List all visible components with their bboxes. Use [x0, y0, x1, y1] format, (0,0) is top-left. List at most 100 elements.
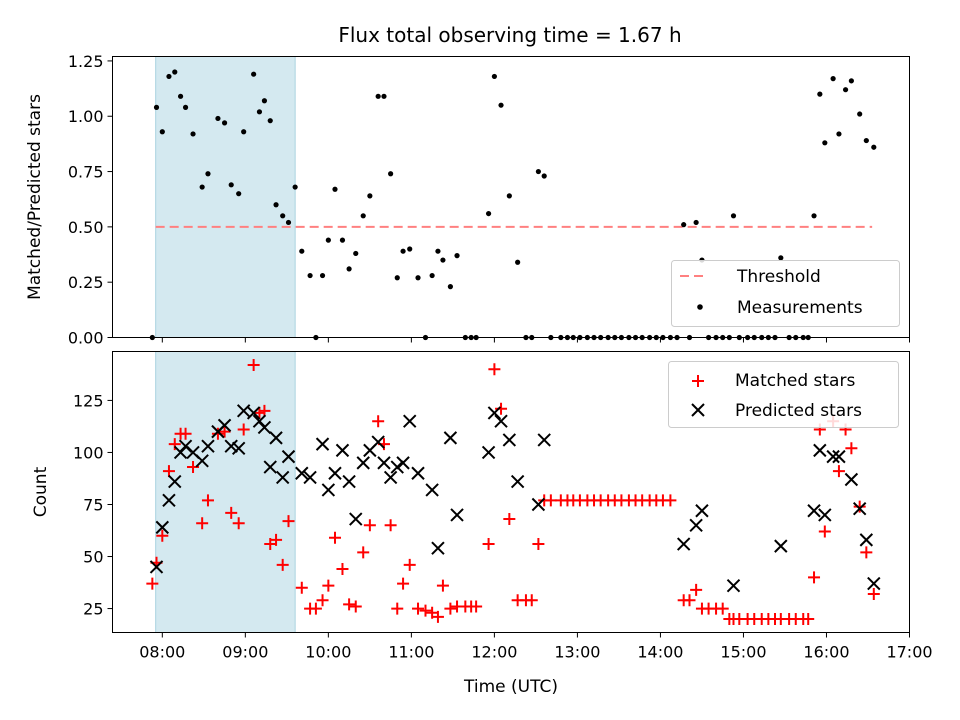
matched-stars-point [162, 465, 175, 478]
predicted-stars-point [149, 560, 164, 574]
matched-stars-point [316, 594, 329, 607]
measurement-point [454, 253, 460, 259]
top-y-tick-label: 1.25 [68, 52, 104, 71]
predicted-stars-point [813, 443, 827, 458]
predicted-stars-point [510, 474, 525, 489]
measurement-point [541, 173, 547, 179]
measurement-point [440, 257, 446, 263]
measurement-point [166, 73, 172, 80]
bottom-y-axis-label: Count [31, 466, 51, 517]
predicted-stars-point [826, 449, 840, 464]
top-y-tick-label: 0.75 [68, 163, 104, 182]
measurement-point [236, 191, 242, 197]
predicted-stars-point [818, 508, 832, 522]
legend-matched-label: Matched stars [735, 371, 855, 391]
top-shaded-region [155, 56, 296, 338]
top-legend: Threshold Measurements [671, 260, 900, 327]
measurement-point [182, 104, 189, 110]
x-tick-label: 08:00 [139, 643, 185, 662]
measurement-point [848, 78, 854, 84]
measurement-point [360, 213, 366, 219]
predicted-stars-point [531, 497, 546, 512]
measurement-point [485, 210, 492, 217]
predicted-stars-point [403, 414, 417, 428]
matched-stars-point [832, 465, 845, 478]
top-panel: 0.00 0.25 0.50 0.75 1.00 1.25 Matched/Predict… [25, 52, 910, 348]
bottom-shaded-region [155, 351, 296, 633]
measurement-point [535, 168, 541, 175]
predicted-stars-point [303, 470, 317, 485]
matched-stars-point [853, 500, 866, 513]
measurement-point [256, 109, 263, 115]
measurement-point [693, 219, 699, 226]
matched-stars-point [403, 558, 416, 571]
matched-stars-point [232, 517, 245, 530]
measurement-point [811, 213, 817, 219]
legend-matched-marker [692, 375, 704, 387]
matched-stars-point [860, 546, 873, 559]
matched-stars-point [225, 506, 238, 519]
measurement-point [190, 131, 196, 137]
measurement-point [730, 213, 737, 219]
predicted-stars-point [162, 493, 176, 508]
predicted-stars-point [443, 431, 458, 445]
predicted-stars-point [335, 443, 350, 458]
predicted-stars-point [224, 439, 238, 453]
predicted-stars-point [231, 441, 246, 455]
matched-stars-point [168, 438, 181, 451]
matched-stars-point [470, 600, 483, 613]
predicted-stars-point [676, 537, 691, 551]
predicted-stars-point [315, 437, 330, 451]
measurement-point [215, 115, 221, 122]
predicted-stars-point [356, 456, 370, 470]
measurement-point [241, 129, 247, 135]
matched-stars-point [336, 563, 349, 576]
matched-stars-point [322, 579, 335, 592]
predicted-stars-point [383, 470, 398, 485]
predicted-stars-point [371, 435, 385, 449]
predicted-stars-point [349, 512, 363, 526]
predicted-stars-point [342, 474, 356, 489]
predicted-stars-point [269, 431, 283, 445]
measurement-point [506, 193, 512, 199]
x-tick-label: 15:00 [720, 643, 766, 662]
predicted-stars-point [155, 520, 170, 535]
measurement-point [261, 98, 268, 104]
predicted-stars-point [281, 449, 296, 464]
legend-predicted-label: Predicted stars [735, 401, 862, 421]
matched-stars-point [309, 602, 322, 615]
predicted-stars-point [195, 454, 209, 468]
matched-stars-point [482, 538, 495, 551]
matched-stars-point [258, 404, 271, 417]
bottom-y-tick-label: 25 [83, 600, 103, 619]
measurement-point [381, 93, 387, 99]
measurement-point [199, 184, 205, 190]
predicted-stars-point [236, 404, 251, 418]
measurement-point [817, 91, 823, 97]
measurement-point [435, 248, 441, 254]
bottom-y-tick-label: 50 [83, 548, 103, 567]
predicted-stars-point [390, 460, 404, 474]
matched-stars-point [201, 494, 214, 507]
measurement-point [177, 93, 184, 99]
matched-stars-point [818, 525, 831, 538]
legend-measurements-label: Measurements [737, 298, 863, 318]
matched-stars-point [156, 529, 169, 542]
predicted-stars-point [502, 433, 517, 447]
predicted-stars-point [487, 406, 502, 420]
legend-predicted-marker [691, 403, 705, 417]
legend-measurements-marker [697, 304, 703, 310]
matched-stars-point [196, 517, 209, 530]
predicted-stars-point [807, 504, 821, 518]
x-tick-label: 17:00 [886, 643, 932, 662]
measurement-point [339, 237, 346, 243]
predicted-stars-point [377, 456, 391, 470]
predicted-stars-point [852, 501, 867, 516]
measurement-point [319, 272, 326, 279]
top-y-tick-label: 1.00 [68, 107, 104, 126]
bottom-legend-box [668, 361, 899, 428]
measurement-point [394, 275, 400, 281]
measurement-point [251, 71, 257, 77]
matched-stars-point [436, 579, 449, 592]
bottom-axes-frame [112, 351, 910, 633]
